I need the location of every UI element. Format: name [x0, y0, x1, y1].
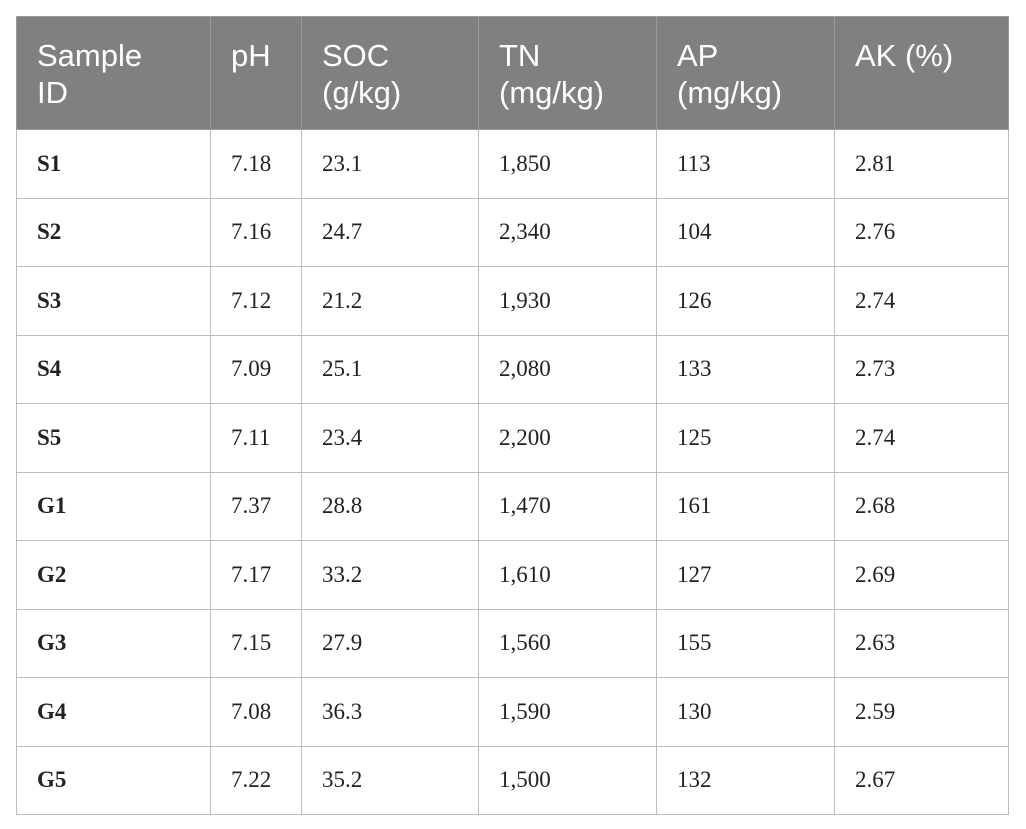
cell-tn: 1,850 [478, 129, 657, 199]
cell-sample-id: S2 [16, 197, 211, 267]
table-body: S1 7.18 23.1 1,850 113 2.81 S2 7.16 24.7… [16, 129, 1009, 815]
header-sample-id-line1: Sample [37, 38, 143, 73]
cell-ak: 2.59 [834, 677, 1009, 747]
table-row: G3 7.15 27.9 1,560 155 2.63 [16, 608, 1009, 678]
table-row: S1 7.18 23.1 1,850 113 2.81 [16, 129, 1009, 199]
cell-ph: 7.37 [210, 471, 302, 541]
cell-soc: 23.4 [301, 403, 479, 473]
cell-sample-id: G4 [16, 677, 211, 747]
header-ap-line2: (mg/kg) [677, 75, 783, 110]
cell-tn: 2,080 [478, 334, 657, 404]
header-sample-id-line2: ID [37, 75, 68, 110]
cell-ph: 7.22 [210, 745, 302, 815]
cell-ph: 7.11 [210, 403, 302, 473]
cell-soc: 25.1 [301, 334, 479, 404]
table-row: G5 7.22 35.2 1,500 132 2.67 [16, 745, 1009, 815]
cell-ap: 126 [656, 266, 835, 336]
cell-ph: 7.09 [210, 334, 302, 404]
cell-ap: 155 [656, 608, 835, 678]
header-soc-line2: (g/kg) [322, 75, 402, 110]
cell-soc: 21.2 [301, 266, 479, 336]
cell-ak: 2.74 [834, 266, 1009, 336]
table-row: G2 7.17 33.2 1,610 127 2.69 [16, 540, 1009, 610]
cell-ap: 161 [656, 471, 835, 541]
header-ap-line1: AP [677, 38, 719, 73]
cell-tn: 1,500 [478, 745, 657, 815]
cell-ak: 2.73 [834, 334, 1009, 404]
table-row: G1 7.37 28.8 1,470 161 2.68 [16, 471, 1009, 541]
cell-soc: 35.2 [301, 745, 479, 815]
cell-sample-id: S3 [16, 266, 211, 336]
cell-tn: 1,470 [478, 471, 657, 541]
cell-ak: 2.74 [834, 403, 1009, 473]
cell-ap: 132 [656, 745, 835, 815]
table-row: S5 7.11 23.4 2,200 125 2.74 [16, 403, 1009, 473]
header-sample-id: Sample ID [16, 16, 211, 130]
table-row: S4 7.09 25.1 2,080 133 2.73 [16, 334, 1009, 404]
cell-soc: 36.3 [301, 677, 479, 747]
cell-sample-id: S4 [16, 334, 211, 404]
cell-ph: 7.08 [210, 677, 302, 747]
cell-ap: 130 [656, 677, 835, 747]
cell-ap: 133 [656, 334, 835, 404]
table-row: S2 7.16 24.7 2,340 104 2.76 [16, 197, 1009, 267]
header-ph-line1: pH [231, 38, 271, 73]
cell-ap: 104 [656, 197, 835, 267]
cell-ph: 7.16 [210, 197, 302, 267]
header-tn-line2: (mg/kg) [499, 75, 605, 110]
cell-tn: 1,560 [478, 608, 657, 678]
cell-ak: 2.81 [834, 129, 1009, 199]
table-row: S3 7.12 21.2 1,930 126 2.74 [16, 266, 1009, 336]
cell-soc: 28.8 [301, 471, 479, 541]
header-row: Sample ID pH SOC (g/kg) TN (mg/kg) AP (mg/kg… [16, 16, 1009, 130]
cell-ak: 2.68 [834, 471, 1009, 541]
table-header: Sample ID pH SOC (g/kg) TN (mg/kg) AP (mg/kg… [16, 16, 1009, 130]
header-tn: TN (mg/kg) [478, 16, 657, 130]
cell-tn: 1,930 [478, 266, 657, 336]
cell-sample-id: G3 [16, 608, 211, 678]
cell-sample-id: G2 [16, 540, 211, 610]
cell-soc: 33.2 [301, 540, 479, 610]
cell-soc: 27.9 [301, 608, 479, 678]
cell-ph: 7.15 [210, 608, 302, 678]
cell-tn: 1,610 [478, 540, 657, 610]
header-ph: pH [210, 16, 302, 130]
cell-sample-id: S1 [16, 129, 211, 199]
cell-sample-id: G1 [16, 471, 211, 541]
cell-sample-id: G5 [16, 745, 211, 815]
cell-soc: 23.1 [301, 129, 479, 199]
header-ap: AP (mg/kg) [656, 16, 835, 130]
cell-tn: 2,340 [478, 197, 657, 267]
cell-ph: 7.12 [210, 266, 302, 336]
cell-ak: 2.69 [834, 540, 1009, 610]
cell-ap: 125 [656, 403, 835, 473]
cell-ak: 2.63 [834, 608, 1009, 678]
header-soc: SOC (g/kg) [301, 16, 479, 130]
cell-ph: 7.17 [210, 540, 302, 610]
cell-tn: 1,590 [478, 677, 657, 747]
cell-tn: 2,200 [478, 403, 657, 473]
cell-ak: 2.67 [834, 745, 1009, 815]
soil-properties-table: Sample ID pH SOC (g/kg) TN (mg/kg) AP (mg/kg… [16, 16, 1009, 815]
cell-ap: 113 [656, 129, 835, 199]
cell-sample-id: S5 [16, 403, 211, 473]
header-ak-line1: AK (%) [855, 38, 954, 73]
cell-ak: 2.76 [834, 197, 1009, 267]
table-row: G4 7.08 36.3 1,590 130 2.59 [16, 677, 1009, 747]
cell-ph: 7.18 [210, 129, 302, 199]
cell-soc: 24.7 [301, 197, 479, 267]
header-ak: AK (%) [834, 16, 1009, 130]
cell-ap: 127 [656, 540, 835, 610]
header-tn-line1: TN [499, 38, 541, 73]
header-soc-line1: SOC [322, 38, 390, 73]
